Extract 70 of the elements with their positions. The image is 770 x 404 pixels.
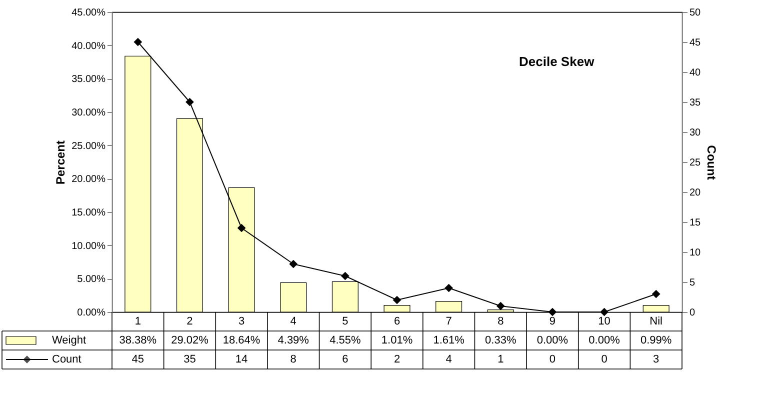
point: [289, 260, 298, 268]
y-tick-label: 15.00%: [72, 208, 106, 218]
data-label: 0: [549, 354, 556, 366]
data-label: 4.39%: [278, 334, 310, 346]
y-tick-label: 45.00%: [72, 8, 106, 18]
y-tick-label: 0.00%: [77, 308, 106, 318]
data-label: 0: [601, 354, 608, 366]
x-tick-label: 1: [134, 316, 141, 328]
x-tick-label: 2: [186, 316, 193, 328]
y2-tick-label: 15: [690, 218, 702, 228]
data-label: 0.00%: [536, 334, 568, 346]
data-label: 0.99%: [640, 334, 672, 346]
x-tick-label: 7: [446, 316, 452, 328]
data-label: 14: [235, 354, 248, 366]
x-tick-label: 5: [342, 316, 348, 328]
y2-tick-label: 5: [690, 278, 696, 288]
data-label: 8: [290, 354, 296, 366]
data-label: 2: [394, 354, 400, 366]
data-label: 4: [446, 354, 452, 366]
point: [600, 308, 608, 316]
y2-tick-label: 45: [690, 38, 702, 48]
y2-tick-label: 0: [690, 308, 696, 318]
y-tick-label: 10.00%: [72, 240, 106, 252]
data-label: 4.55%: [330, 334, 361, 346]
data-label: 0.00%: [588, 334, 620, 346]
y2-tick-label: 35: [690, 98, 702, 108]
y2-tick-label: 50: [690, 8, 702, 18]
y-tick-label: 25.00%: [72, 140, 106, 152]
x-tick-label: 9: [549, 316, 556, 328]
point: [496, 302, 505, 310]
point: [341, 272, 350, 280]
y2-axis-title: Count: [704, 145, 719, 180]
text: Decile Skew: [519, 54, 596, 69]
data-label: 1.61%: [433, 334, 465, 346]
x-tick-label: Nil: [650, 316, 663, 328]
data-label: 1: [498, 354, 504, 366]
y2-tick-label: 30: [690, 128, 702, 138]
data-label: 45: [132, 354, 144, 366]
legend-label: Count: [52, 354, 82, 366]
y-tick-label: 20.00%: [72, 174, 106, 186]
point: [186, 98, 194, 106]
y-tick-label: 5.00%: [77, 274, 106, 286]
y2-tick-label: 40: [690, 68, 702, 78]
point: [392, 296, 402, 304]
data-label: 29.02%: [171, 334, 209, 346]
data-label: 18.64%: [222, 334, 260, 346]
point: [444, 284, 453, 292]
y2-tick-label: 20: [690, 188, 702, 198]
data-label: 1.01%: [381, 334, 413, 346]
y-tick-label: 30.00%: [72, 108, 106, 118]
x-tick-label: 4: [290, 316, 296, 328]
point: [548, 308, 557, 316]
y-axis-title: Percent: [54, 140, 68, 185]
y-tick-label: 40.00%: [72, 40, 106, 52]
x-tick-label: 3: [238, 316, 245, 328]
y-tick-label: 35.00%: [72, 74, 106, 86]
point: [237, 224, 246, 232]
data-label: 35: [184, 354, 196, 366]
legend-label: Weight: [52, 334, 86, 346]
point: [652, 290, 660, 298]
data-label: 3: [653, 354, 660, 366]
y2-tick-label: 10: [690, 248, 702, 258]
data-label: 38.38%: [119, 334, 157, 346]
point: [134, 38, 142, 46]
x-tick-label: 10: [598, 316, 610, 328]
y2-tick-label: 25: [690, 158, 702, 168]
data-label: 0.33%: [485, 334, 516, 346]
x-tick-label: 6: [394, 316, 400, 328]
data-label: 6: [342, 354, 348, 366]
x-tick-label: 8: [498, 316, 504, 328]
